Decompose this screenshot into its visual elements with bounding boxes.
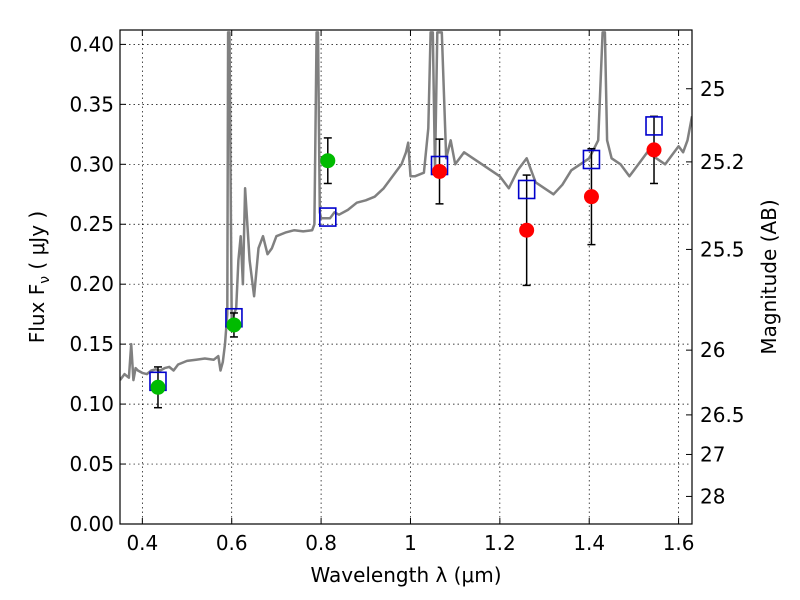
y-tick-label: 0.10	[69, 392, 114, 416]
observed-point	[150, 379, 166, 395]
x-tick-label: 0.6	[216, 531, 248, 555]
x-tick-label: 0.4	[126, 531, 158, 555]
spectrum-line	[120, 31, 692, 382]
right-tick-label: 25.5	[700, 237, 745, 261]
spectrum-layer	[120, 31, 692, 382]
right-tick-label: 26.5	[700, 403, 745, 427]
y-axis-label: Flux Fν ( μJy )	[25, 211, 53, 343]
marker-layer	[149, 116, 663, 395]
model-square-point	[517, 179, 536, 200]
y-axis-label-sub: ν	[37, 276, 53, 284]
observed-point	[519, 222, 535, 238]
right-tick-label: 25.2	[700, 150, 745, 174]
y-tick-label: 0.35	[69, 92, 114, 116]
observed-point	[226, 317, 242, 333]
observed-point	[583, 189, 599, 205]
right-axis-label: Magnitude (AB)	[757, 199, 781, 354]
x-axis-label: Wavelength λ (μm)	[310, 563, 501, 587]
x-tick-label: 1.2	[484, 531, 516, 555]
x-tick-label: 1	[404, 531, 417, 555]
y-tick-label: 0.40	[69, 32, 114, 56]
tick-layer: 0.4 0.6 0.8 1 1.2 1.4 1.6 0.00 0.05 0.10 0.15 0.20 0…	[69, 30, 745, 555]
y-tick-label: 0.20	[69, 272, 114, 296]
y-tick-label: 0.25	[69, 212, 114, 236]
x-tick-label: 1.6	[663, 531, 695, 555]
y-tick-label: 0.15	[69, 332, 114, 356]
y-tick-label: 0.05	[69, 452, 114, 476]
observed-point	[646, 142, 662, 158]
model-square-point	[582, 149, 601, 170]
observed-point	[320, 153, 336, 169]
y-tick-label: 0.00	[69, 512, 114, 536]
model-square-point	[645, 116, 663, 136]
y-axis-label-main: Flux F	[25, 284, 49, 343]
x-tick-label: 1.4	[573, 531, 605, 555]
model-square-point	[318, 207, 337, 227]
y-tick-label: 0.30	[69, 152, 114, 176]
right-tick-label: 26	[700, 338, 725, 362]
plot-frame	[119, 29, 693, 525]
right-tick-label: 27	[700, 442, 725, 466]
right-tick-label: 28	[700, 484, 725, 508]
x-tick-label: 0.8	[305, 531, 337, 555]
observed-point	[432, 163, 448, 179]
grid-layer	[120, 30, 692, 524]
y-axis-label-unit: ( μJy )	[25, 211, 49, 276]
right-tick-label: 25	[700, 77, 725, 101]
